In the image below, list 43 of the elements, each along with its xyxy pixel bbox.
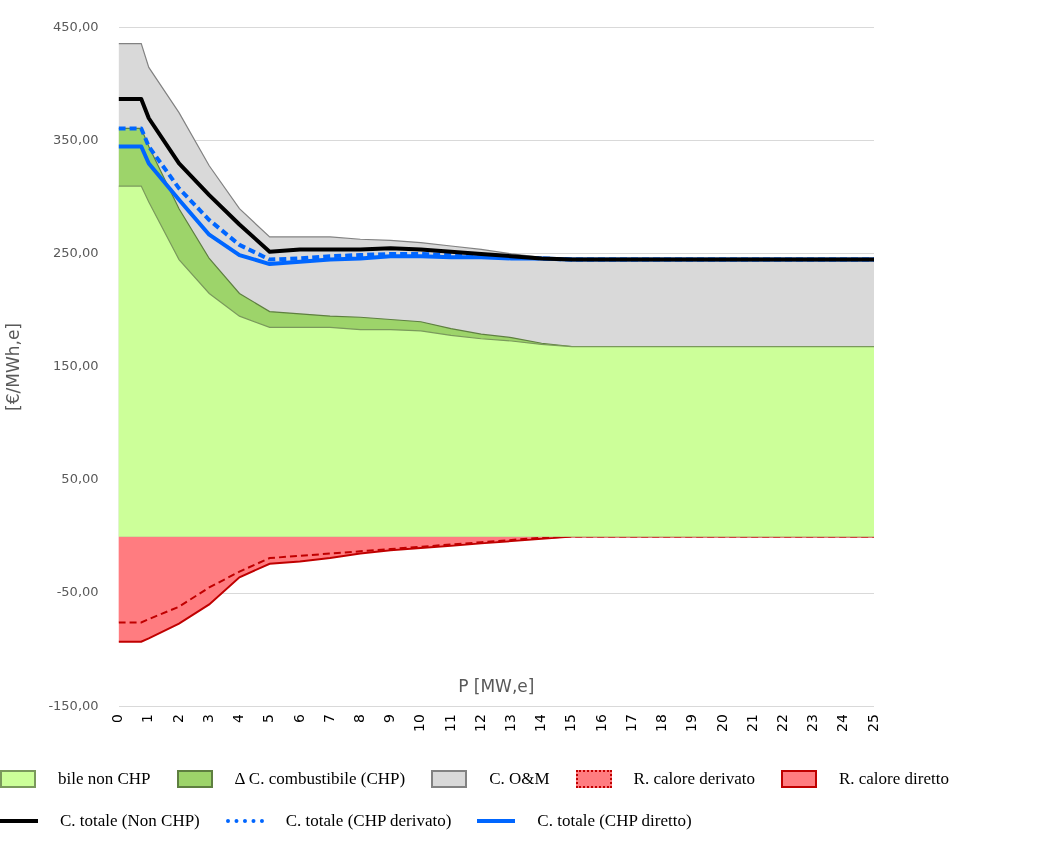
y-axis-title: [€/MWh,e] <box>2 323 23 411</box>
legend-label: C. totale (CHP derivato) <box>285 811 452 831</box>
x-tick-label: 8 <box>350 714 367 724</box>
legend-label: C. totale (CHP diretto) <box>537 811 692 831</box>
x-tick-label: 5 <box>260 714 277 724</box>
x-tick-label: 11 <box>441 714 458 733</box>
x-tick-label: 4 <box>230 714 247 724</box>
x-tick-label: 9 <box>381 714 398 724</box>
x-tick-label: 12 <box>471 714 488 733</box>
y-tick-label: 150,00 <box>53 358 99 374</box>
legend-label: R. calore diretto <box>838 769 949 789</box>
legend-label: Δ C. combustibile (CHP) <box>234 769 406 789</box>
x-tick-label: 7 <box>320 714 337 724</box>
x-tick-label: 0 <box>109 714 126 724</box>
x-tick-label: 13 <box>502 714 519 733</box>
x-tick-label: 3 <box>199 714 216 724</box>
x-tick-label: 21 <box>743 714 760 733</box>
y-tick-label: -50,00 <box>56 584 99 600</box>
x-tick-label: 25 <box>864 714 881 733</box>
x-tick-label: 19 <box>683 714 700 733</box>
y-tick-label: 450,00 <box>53 19 99 35</box>
x-tick-label: 22 <box>773 714 790 733</box>
x-tick-label: 2 <box>169 714 186 724</box>
x-tick-label: 16 <box>592 714 609 733</box>
x-tick-label: 17 <box>622 714 639 733</box>
x-tick-label: 18 <box>653 714 670 733</box>
y-tick-label: 350,00 <box>53 132 99 148</box>
legend-label: C. O&M <box>489 769 550 789</box>
x-tick-label: 15 <box>562 714 579 733</box>
y-tick-label: -150,00 <box>48 697 99 713</box>
x-tick-label: 24 <box>834 714 851 733</box>
legend-label: bile non CHP <box>58 769 151 789</box>
x-axis-title: P [MW,e] <box>458 676 535 697</box>
x-tick-label: 6 <box>290 714 307 724</box>
legend-label: C. totale (Non CHP) <box>60 811 200 831</box>
y-tick-label: 250,00 <box>53 245 99 261</box>
y-tick-label: 50,00 <box>61 471 99 487</box>
x-tick-label: 20 <box>713 714 730 733</box>
x-tick-label: 23 <box>804 714 821 733</box>
x-tick-label: 14 <box>532 714 549 733</box>
legend-label: R. calore derivato <box>633 769 755 789</box>
x-tick-label: 1 <box>139 714 156 724</box>
x-tick-label: 10 <box>411 714 428 733</box>
